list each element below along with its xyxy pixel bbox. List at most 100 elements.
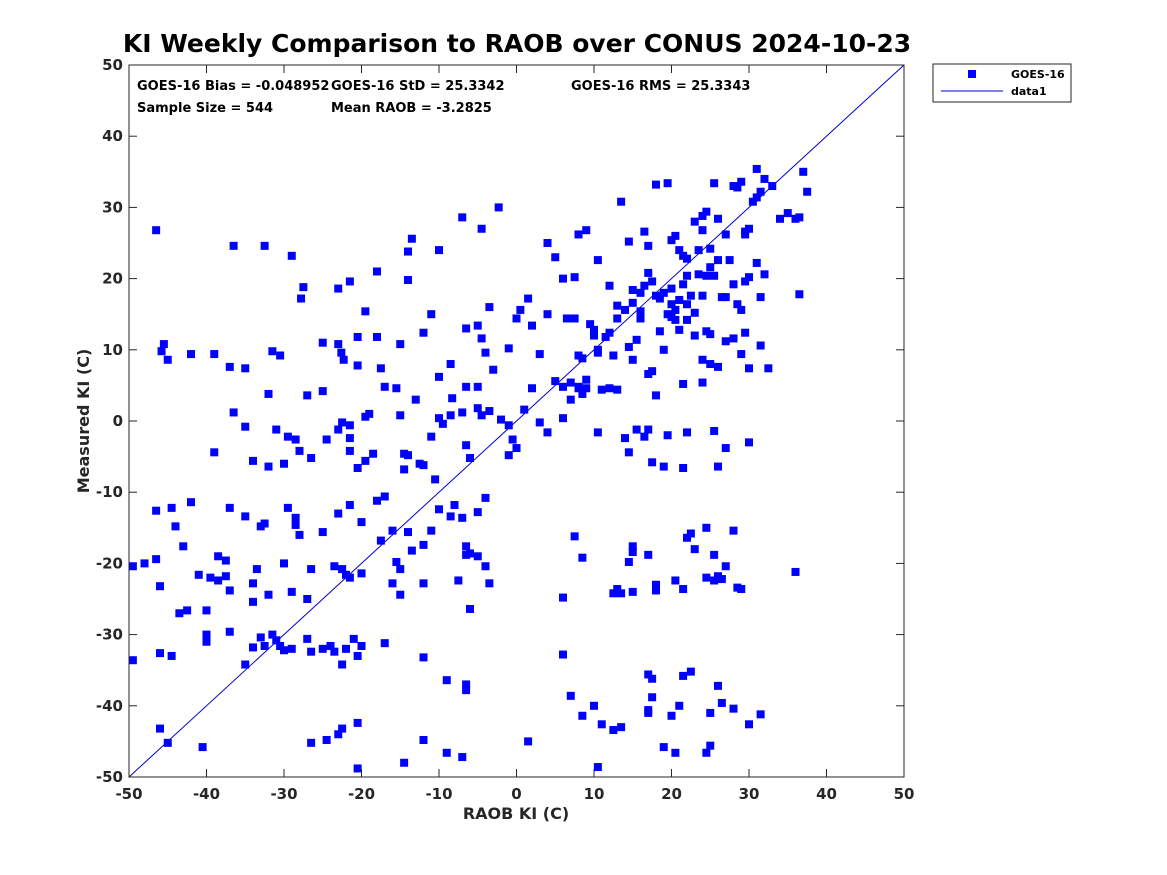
data-point [303,634,312,643]
data-point [435,372,443,381]
data-point [562,314,571,323]
data-point [396,565,405,574]
data-point [489,365,498,374]
data-point [338,660,347,669]
data-point [741,328,750,337]
data-point [404,528,412,537]
data-point [159,340,168,349]
data-point [225,627,234,636]
data-point [400,465,409,474]
data-point [187,498,195,507]
data-point [380,492,389,501]
data-point [411,395,420,404]
x-tick-label: -40 [193,785,220,803]
data-point [462,542,471,551]
data-point [535,418,544,427]
data-point [702,207,711,216]
data-point [307,647,316,656]
data-point [473,404,482,413]
data-point [717,575,726,584]
legend-marker-goes16 [968,70,976,78]
y-tick-label: 20 [102,270,123,288]
data-point [128,562,137,571]
data-point [582,375,591,384]
data-point [448,394,457,403]
data-point [706,708,715,717]
data-point [745,720,753,729]
data-point [597,720,606,729]
data-point [376,364,385,373]
data-point [663,179,672,188]
data-point [551,377,560,386]
legend-label-data1: data1 [1011,85,1047,98]
data-point [318,528,327,537]
data-point [396,590,405,599]
data-point [345,277,354,286]
data-point [729,334,738,343]
data-point [435,246,443,255]
data-point [667,236,676,245]
data-point [752,258,761,267]
data-point [345,446,354,455]
data-point [644,241,653,250]
data-point [717,698,726,707]
data-point [671,748,680,757]
data-point [353,463,362,472]
data-point [624,448,633,457]
data-point [221,556,230,565]
x-tick-label: -20 [348,785,375,803]
data-point [721,293,730,302]
data-point [264,389,273,398]
x-tick-label: -30 [270,785,297,803]
data-point [427,310,436,319]
data-point [733,183,742,192]
legend-label-goes16: GOES-16 [1011,68,1065,81]
data-point [686,667,695,676]
data-point [698,291,707,300]
data-point [339,355,348,364]
data-point [183,606,192,615]
data-point [628,298,637,307]
data-point [698,355,707,364]
data-point [644,670,653,679]
data-point [702,748,711,757]
stat-bias: GOES-16 Bias = -0.048952 [137,79,329,94]
data-point [714,214,722,223]
data-point [268,347,277,356]
data-point [481,562,490,571]
stat-mean-raob: Mean RAOB = -3.2825 [331,101,492,116]
data-point [756,341,765,350]
y-tick-label: 30 [102,198,123,216]
data-point [442,676,451,685]
data-point [326,641,335,650]
data-point [624,557,633,566]
stat-rms: GOES-16 RMS = 25.3343 [571,79,750,94]
data-point [702,271,711,280]
data-point [206,573,215,582]
data-point [721,562,730,571]
data-point [737,177,746,186]
data-point [318,387,327,396]
data-point [617,197,626,206]
data-point [485,407,494,416]
data-point [171,522,180,531]
data-point [617,723,626,732]
data-point [609,589,618,598]
data-point [582,384,591,393]
data-point [768,182,777,191]
data-point [252,565,261,574]
data-point [462,686,471,695]
data-point [392,384,401,393]
data-point [419,540,428,549]
data-point [586,320,595,329]
data-point [578,389,587,398]
data-point [593,256,602,265]
data-point [659,345,668,354]
data-point [760,174,769,183]
data-point [152,506,161,515]
data-point [268,630,277,639]
data-point [655,294,664,303]
data-point [644,268,653,277]
data-point [679,280,688,289]
data-point [613,385,622,394]
